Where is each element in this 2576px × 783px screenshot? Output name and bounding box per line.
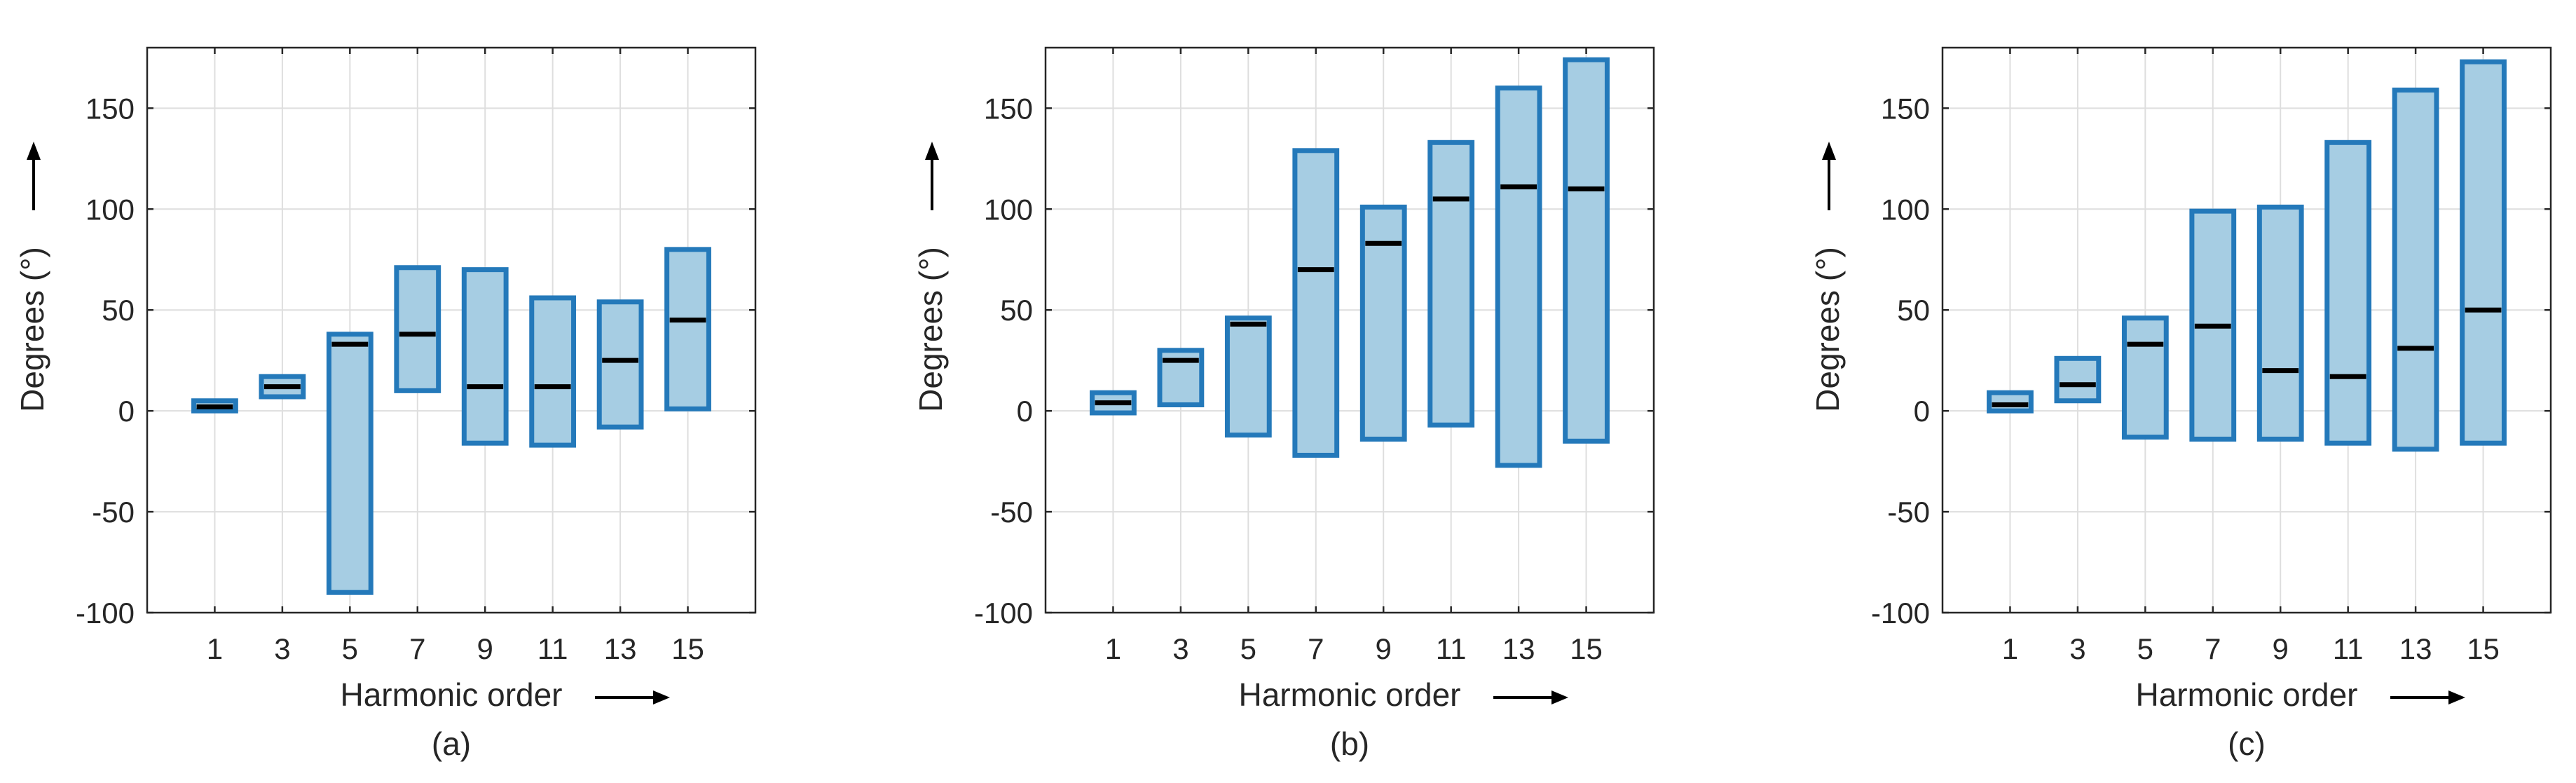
x-tick-label: 15: [671, 632, 704, 665]
range-box: [1563, 57, 1610, 444]
x-tick-label: 9: [2273, 632, 2289, 665]
x-tick-label: 13: [1502, 632, 1535, 665]
range-box: [394, 265, 441, 393]
x-tick-label: 9: [477, 632, 493, 665]
y-tick-label: -50: [92, 496, 135, 529]
x-tick-label: 15: [1570, 632, 1603, 665]
y-tick-label: 100: [85, 193, 135, 226]
x-tick-label: 3: [2069, 632, 2085, 665]
y-axis-label: Degrees (°): [14, 247, 50, 412]
range-box: [1224, 315, 1272, 438]
y-tick-label: 50: [1000, 294, 1033, 327]
range-box: [326, 332, 374, 595]
panel-label: (a): [432, 726, 471, 762]
y-tick-label: 50: [102, 294, 135, 327]
x-tick-label: 5: [342, 632, 358, 665]
x-tick-label: 15: [2467, 632, 2500, 665]
y-axis-arrowhead: [27, 142, 41, 160]
x-axis-arrowhead: [653, 690, 670, 704]
y-axis-label: Degrees (°): [1809, 247, 1846, 412]
axes-box: [1044, 46, 1655, 614]
y-tick-label: 100: [1881, 193, 1930, 226]
range-box: [1427, 139, 1475, 428]
y-tick-label: -100: [76, 597, 135, 629]
x-tick-label: 3: [274, 632, 290, 665]
y-axis-arrowhead: [925, 142, 939, 160]
y-tick-label: 0: [1914, 395, 1930, 428]
range-box: [2054, 355, 2102, 404]
x-tick-label: 1: [2002, 632, 2018, 665]
x-tick-label: 1: [1105, 632, 1121, 665]
x-tick-label: 7: [1308, 632, 1324, 665]
range-box: [529, 295, 577, 448]
range-box: [596, 299, 644, 430]
range-box: [2256, 204, 2304, 442]
range-box: [1495, 86, 1542, 468]
x-tick-label: 7: [409, 632, 425, 665]
x-tick-label: 5: [2137, 632, 2153, 665]
x-tick-label: 1: [207, 632, 223, 665]
panel-label: (c): [2228, 726, 2266, 762]
x-tick-label: 11: [2333, 632, 2364, 665]
x-axis-arrowhead: [1551, 690, 1568, 704]
x-axis-label: Harmonic order: [341, 676, 563, 713]
range-box: [2392, 87, 2439, 452]
x-tick-label: 11: [537, 632, 568, 665]
y-tick-label: -50: [990, 496, 1033, 529]
x-tick-label: 7: [2205, 632, 2221, 665]
y-tick-label: 100: [984, 193, 1033, 226]
axes-box: [146, 46, 757, 614]
y-axis-arrowhead: [1822, 142, 1836, 160]
range-box: [2324, 139, 2372, 446]
x-axis-label: Harmonic order: [1239, 676, 1461, 713]
axes-box: [1941, 46, 2552, 614]
range-box: [2460, 59, 2507, 446]
x-tick-label: 13: [2399, 632, 2432, 665]
y-tick-label: 150: [1881, 92, 1930, 125]
x-tick-label: 11: [1436, 632, 1467, 665]
x-axis-label: Harmonic order: [2136, 676, 2358, 713]
y-tick-label: 150: [984, 92, 1033, 125]
range-box: [664, 247, 711, 411]
y-tick-label: -100: [974, 597, 1033, 629]
range-box: [1292, 148, 1340, 458]
y-tick-label: -100: [1871, 597, 1930, 629]
x-tick-label: 13: [604, 632, 637, 665]
panel-label: (b): [1330, 726, 1369, 762]
x-axis-arrowhead: [2448, 690, 2465, 704]
y-tick-label: 50: [1897, 294, 1930, 327]
y-tick-label: 0: [118, 395, 135, 428]
x-tick-label: 9: [1376, 632, 1392, 665]
y-tick-label: 0: [1017, 395, 1033, 428]
y-axis-label: Degrees (°): [912, 247, 949, 412]
range-box: [2121, 315, 2169, 440]
range-box: [461, 267, 509, 446]
x-tick-label: 5: [1240, 632, 1256, 665]
x-tick-label: 3: [1172, 632, 1188, 665]
y-tick-label: 150: [85, 92, 135, 125]
range-box: [1987, 390, 2034, 414]
y-tick-label: -50: [1887, 496, 1930, 529]
